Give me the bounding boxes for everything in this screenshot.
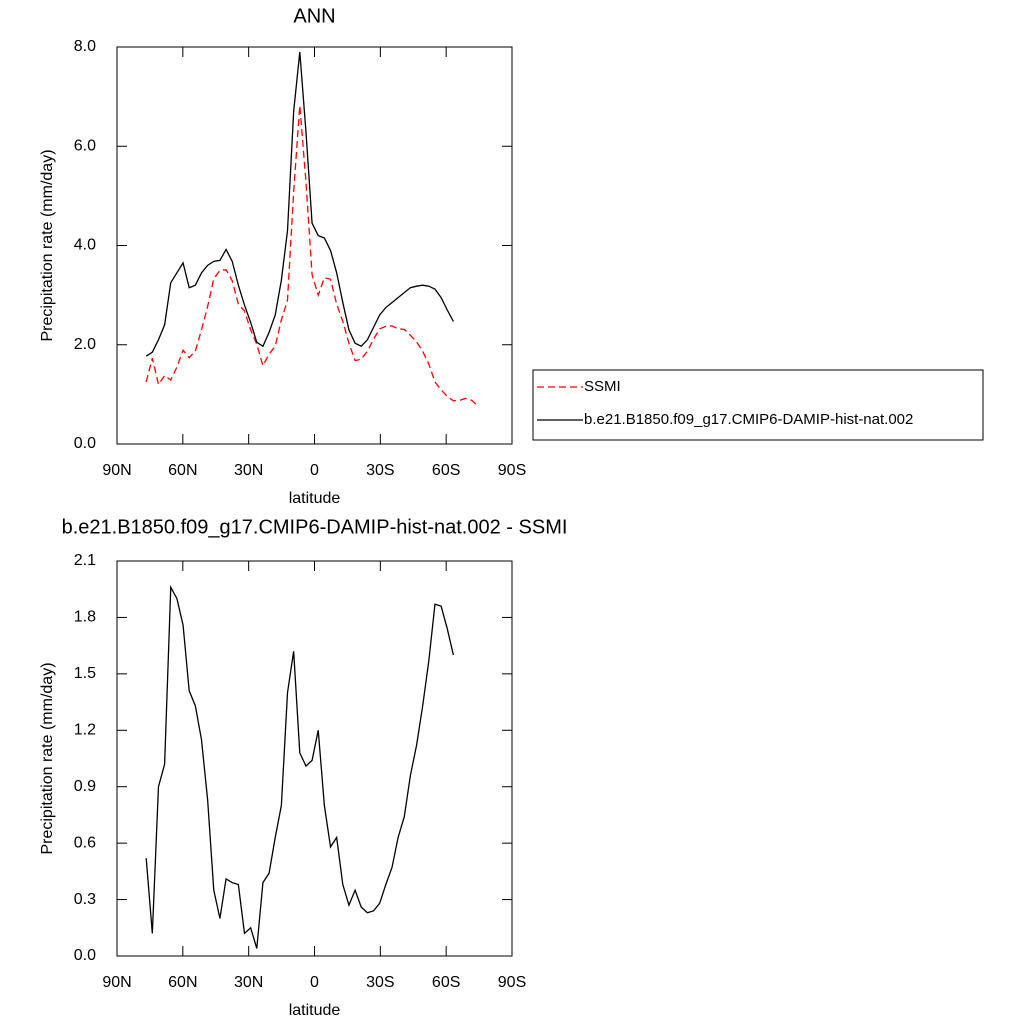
y-tick-label: 2.0 bbox=[74, 336, 96, 353]
chart-title: ANN bbox=[293, 5, 335, 27]
y-tick-label: 0.3 bbox=[74, 891, 96, 908]
y-axis-label: Precipitation rate (mm/day) bbox=[39, 149, 56, 341]
legend-box bbox=[532, 369, 984, 441]
x-tick-label: 30N bbox=[234, 974, 263, 991]
x-axis-label: latitude bbox=[289, 1002, 341, 1019]
x-tick-label: 60S bbox=[432, 462, 460, 479]
data-line bbox=[145, 584, 455, 949]
y-tick-label: 1.2 bbox=[74, 722, 96, 739]
x-tick-label: 90S bbox=[498, 974, 526, 991]
y-tick-label: 6.0 bbox=[74, 137, 96, 154]
legend-label: b.e21.B1850.f09_g17.CMIP6-DAMIP-hist-nat… bbox=[584, 411, 913, 428]
y-tick-label: 1.5 bbox=[74, 665, 96, 682]
y-tick-label: 4.0 bbox=[74, 237, 96, 254]
x-tick-label: 90N bbox=[102, 974, 131, 991]
y-tick-label: 0.0 bbox=[74, 435, 96, 452]
x-tick-label: 90N bbox=[102, 462, 131, 479]
x-tick-label: 60S bbox=[432, 974, 460, 991]
x-tick-label: 60N bbox=[168, 974, 197, 991]
y-tick-label: 0.0 bbox=[74, 947, 96, 964]
plot-frame bbox=[116, 560, 513, 957]
x-tick-label: 90S bbox=[498, 462, 526, 479]
x-tick-label: 30S bbox=[366, 462, 394, 479]
data-line bbox=[145, 51, 454, 357]
y-tick-label: 2.1 bbox=[74, 552, 96, 569]
x-tick-label: 0 bbox=[310, 974, 319, 991]
y-tick-label: 8.0 bbox=[74, 38, 96, 55]
y-axis-label: Precipitation rate (mm/day) bbox=[39, 662, 56, 854]
x-tick-label: 30N bbox=[234, 462, 263, 479]
y-tick-label: 0.6 bbox=[74, 834, 96, 851]
chart-title: b.e21.B1850.f09_g17.CMIP6-DAMIP-hist-nat… bbox=[62, 516, 568, 538]
plot-frame bbox=[116, 46, 513, 445]
data-line bbox=[145, 105, 479, 407]
x-tick-label: 60N bbox=[168, 462, 197, 479]
x-tick-label: 0 bbox=[310, 462, 319, 479]
x-tick-label: 30S bbox=[366, 974, 394, 991]
x-axis-label: latitude bbox=[289, 490, 341, 507]
y-tick-label: 1.8 bbox=[74, 609, 96, 626]
y-tick-label: 0.9 bbox=[74, 778, 96, 795]
legend-label: SSMI bbox=[584, 378, 621, 395]
